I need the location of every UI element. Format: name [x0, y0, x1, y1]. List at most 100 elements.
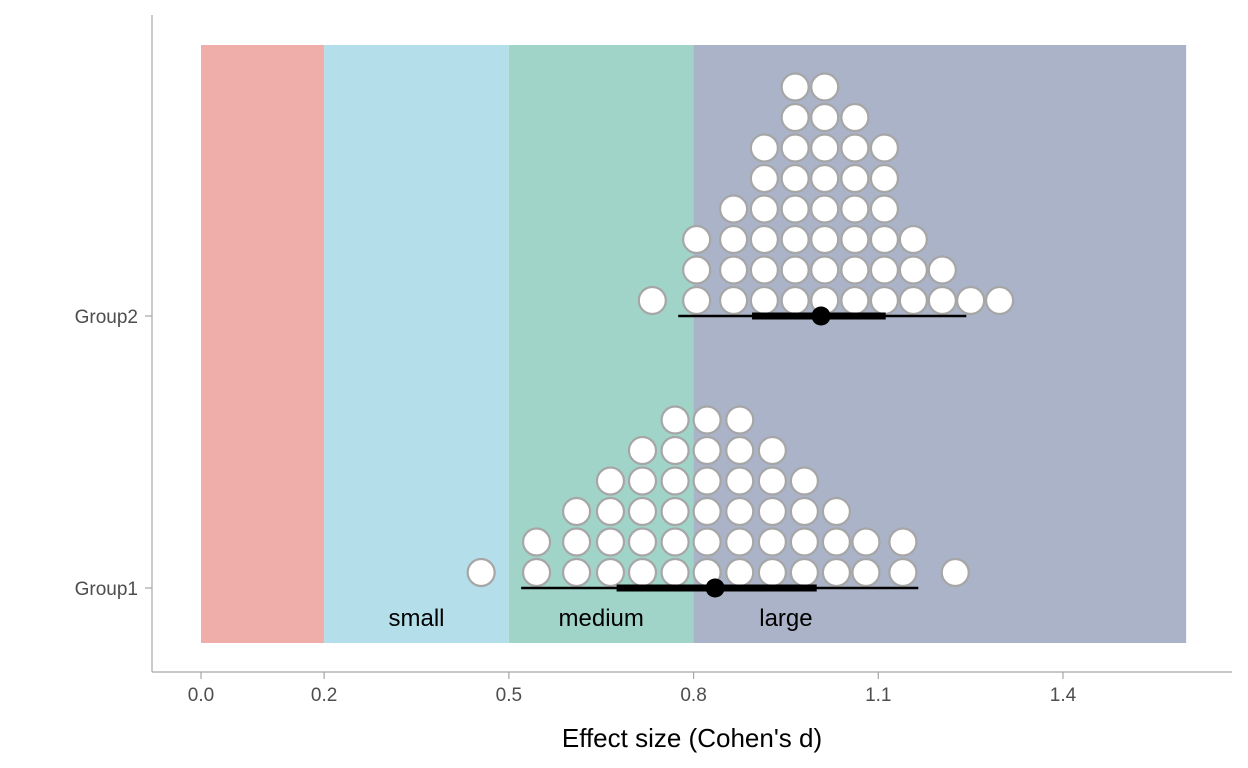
point-estimate-group2: [811, 306, 831, 326]
dot-group1: [561, 557, 592, 588]
dot-group2: [749, 224, 779, 255]
dot-group2: [810, 72, 840, 102]
x-tick-label: 0.8: [680, 685, 706, 706]
dot-group1: [757, 557, 787, 588]
x-tick-label: 0.0: [188, 685, 214, 706]
dot-group1: [466, 557, 496, 588]
dot-group2: [637, 285, 667, 316]
dot-group1: [789, 466, 820, 496]
dot-group2: [810, 194, 840, 224]
dot-group2: [749, 163, 779, 194]
dot-group1: [692, 435, 722, 466]
dot-group1: [940, 557, 970, 588]
dot-group2: [810, 133, 840, 163]
x-axis-title: Effect size (Cohen's d): [562, 723, 822, 753]
dots-layer: [466, 72, 1015, 588]
dot-group2: [840, 285, 870, 316]
dot-group1: [692, 527, 722, 557]
band-label-medium: medium: [559, 605, 644, 632]
dot-group2: [840, 133, 870, 163]
dot-group2: [718, 194, 749, 224]
interval-layer: [521, 306, 967, 598]
band-negligible: [201, 45, 325, 643]
x-tick-label: 0.2: [311, 685, 337, 706]
dot-group2: [749, 255, 779, 285]
dot-group2: [682, 255, 712, 285]
x-ticks: 0.0 0.2 0.5 0.8 1.1 1.4: [188, 672, 1077, 706]
dot-group2: [718, 285, 749, 316]
dot-group2: [927, 255, 957, 285]
dot-group1: [521, 557, 552, 588]
dot-group1: [821, 527, 852, 557]
dot-group1: [627, 435, 658, 466]
dot-group2: [780, 163, 810, 194]
dot-group1: [692, 466, 722, 496]
dot-group1: [821, 557, 852, 588]
dot-group1: [789, 557, 820, 588]
group-label-group2: Group2: [75, 307, 138, 328]
dot-group1: [627, 527, 658, 557]
dot-group1: [660, 527, 690, 557]
dot-group2: [718, 255, 749, 285]
dot-group2: [869, 133, 900, 163]
dot-group1: [660, 405, 690, 435]
dot-group1: [660, 435, 690, 466]
group-label-group1: Group1: [75, 579, 138, 600]
dot-group1: [660, 496, 690, 527]
dot-group1: [725, 435, 755, 466]
dot-group2: [780, 102, 810, 133]
dot-group1: [660, 557, 690, 588]
dot-group2: [780, 255, 810, 285]
effect-size-bands: small medium large: [201, 45, 1187, 643]
dot-group2: [898, 224, 928, 255]
dot-group1: [521, 527, 552, 557]
dot-group1: [692, 496, 722, 527]
dot-group1: [757, 435, 787, 466]
band-label-large: large: [759, 605, 812, 632]
dot-group2: [984, 285, 1015, 316]
dot-group2: [840, 194, 870, 224]
dot-group2: [718, 224, 749, 255]
dot-group2: [898, 285, 928, 316]
dot-group1: [561, 527, 592, 557]
group-labels: Group1 Group2: [75, 307, 152, 600]
dot-group1: [757, 496, 787, 527]
dot-group1: [888, 557, 918, 588]
dot-group2: [749, 194, 779, 224]
dot-group1: [725, 527, 755, 557]
dot-group1: [627, 557, 658, 588]
dot-group2: [840, 224, 870, 255]
dot-group2: [780, 72, 810, 102]
dot-group2: [898, 255, 928, 285]
dot-group2: [810, 163, 840, 194]
dot-group2: [869, 194, 900, 224]
dot-group1: [789, 496, 820, 527]
dot-group2: [869, 285, 900, 316]
dot-group2: [780, 285, 810, 316]
dot-group2: [840, 163, 870, 194]
dot-group2: [810, 255, 840, 285]
axes: [151, 15, 1232, 673]
dot-group1: [725, 466, 755, 496]
dot-group2: [840, 102, 870, 133]
dot-group1: [851, 557, 881, 588]
x-tick-label: 1.4: [1050, 685, 1077, 706]
dot-group1: [627, 466, 658, 496]
dot-group1: [595, 527, 626, 557]
dot-group1: [595, 557, 626, 588]
dot-group2: [869, 224, 900, 255]
x-tick-label: 0.5: [496, 685, 522, 706]
dot-group1: [725, 405, 755, 435]
dot-group2: [780, 133, 810, 163]
dot-group1: [821, 496, 852, 527]
band-small: [324, 45, 509, 643]
dot-group2: [810, 224, 840, 255]
band-label-small: small: [388, 605, 444, 632]
dot-group1: [692, 405, 722, 435]
dot-group1: [561, 496, 592, 527]
dot-group1: [595, 496, 626, 527]
dot-group2: [749, 285, 779, 316]
dot-group1: [757, 466, 787, 496]
dot-group1: [888, 527, 918, 557]
